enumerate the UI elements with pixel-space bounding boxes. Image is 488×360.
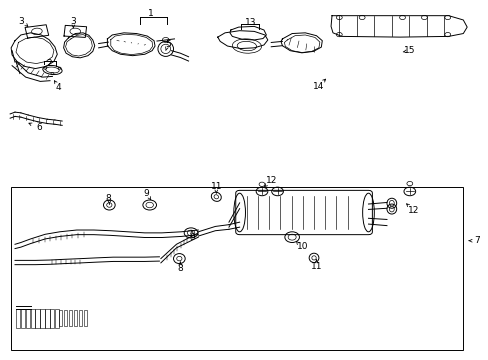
Text: 9: 9 (143, 189, 149, 198)
Text: 8: 8 (177, 264, 183, 273)
Bar (21, 309, 25, 328)
Bar (35, 309, 40, 328)
Bar (55, 309, 59, 328)
Bar (45, 309, 49, 328)
Text: 11: 11 (210, 182, 222, 191)
Text: 14: 14 (312, 82, 324, 91)
Text: 3: 3 (18, 17, 23, 26)
Bar (16, 309, 20, 328)
Text: 12: 12 (265, 176, 277, 185)
Text: 8: 8 (105, 194, 111, 203)
Bar (26, 309, 30, 328)
Text: 6: 6 (37, 123, 42, 132)
Text: 13: 13 (244, 18, 256, 27)
Text: 7: 7 (473, 236, 479, 245)
Bar (74, 310, 77, 327)
Text: 9: 9 (189, 233, 194, 242)
Text: 5: 5 (164, 40, 170, 49)
Bar (11, 187, 462, 350)
Bar (84, 310, 87, 327)
Text: 3: 3 (70, 17, 76, 26)
Text: 12: 12 (407, 206, 419, 215)
Text: 11: 11 (310, 262, 322, 271)
Text: 4: 4 (56, 83, 61, 92)
Text: 1: 1 (148, 9, 154, 18)
Bar (50, 309, 54, 328)
Bar (79, 310, 82, 327)
Bar (30, 309, 35, 328)
Bar (59, 310, 62, 327)
Text: 10: 10 (297, 242, 308, 251)
Text: 2: 2 (46, 59, 52, 68)
Bar (69, 310, 72, 327)
Text: 15: 15 (403, 46, 415, 55)
Bar (40, 309, 44, 328)
Bar (64, 310, 67, 327)
